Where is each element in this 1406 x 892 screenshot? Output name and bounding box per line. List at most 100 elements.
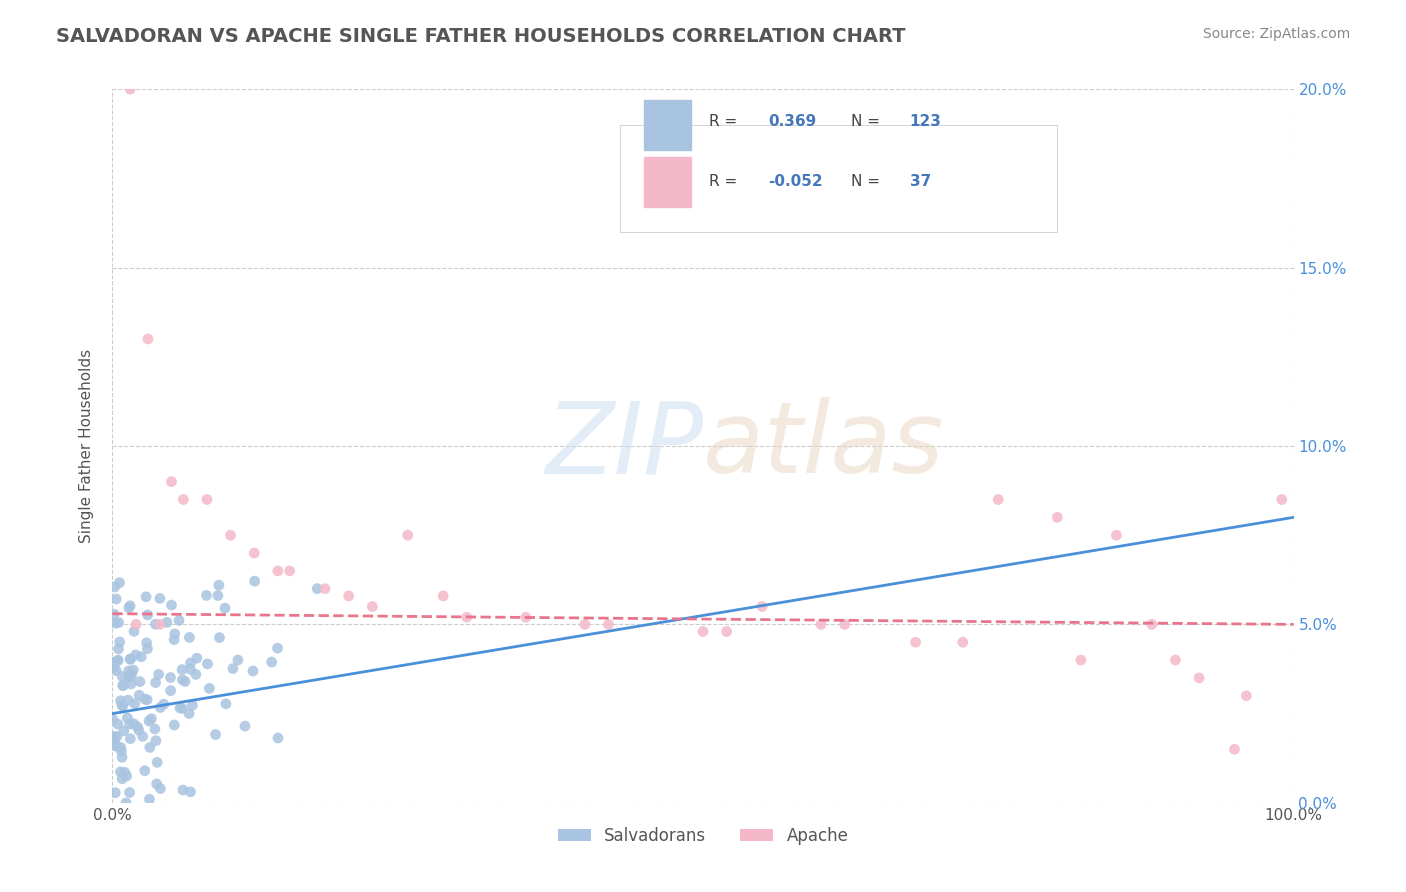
Text: R =: R = <box>709 114 737 128</box>
Point <box>1140 617 1163 632</box>
Point <box>136 607 159 622</box>
Point <box>107 615 129 630</box>
Point <box>1070 653 1092 667</box>
Point <box>197 657 219 671</box>
Point <box>136 332 159 346</box>
Point <box>145 675 167 690</box>
Point <box>104 739 127 753</box>
Point <box>103 655 125 669</box>
Point <box>214 601 236 615</box>
Legend: Salvadorans, Apache: Salvadorans, Apache <box>551 821 855 852</box>
Text: N =: N = <box>851 114 880 128</box>
Point <box>215 697 238 711</box>
Point <box>135 590 157 604</box>
Point <box>177 706 200 721</box>
Bar <box>644 157 692 207</box>
Point <box>107 717 129 731</box>
Point <box>267 731 290 745</box>
Point <box>361 599 384 614</box>
Point <box>172 783 194 797</box>
Point <box>143 722 166 736</box>
Point <box>233 719 256 733</box>
Point <box>222 662 245 676</box>
Point <box>456 610 478 624</box>
Point <box>120 731 142 746</box>
Point <box>226 653 249 667</box>
Point <box>692 624 714 639</box>
Point <box>179 785 201 799</box>
Point <box>145 777 167 791</box>
Text: -0.052: -0.052 <box>768 175 823 189</box>
Point <box>204 727 226 741</box>
Point <box>131 730 153 744</box>
Point <box>110 764 132 779</box>
Point <box>117 693 139 707</box>
Point <box>180 656 202 670</box>
Point <box>242 664 264 678</box>
Point <box>108 575 131 590</box>
Point <box>135 636 157 650</box>
Point <box>127 720 149 734</box>
Point <box>122 663 145 677</box>
Point <box>1188 671 1211 685</box>
Point <box>139 740 162 755</box>
Point <box>120 652 142 666</box>
Point <box>111 678 134 692</box>
Bar <box>644 100 692 150</box>
Point <box>128 688 150 702</box>
Point <box>184 667 207 681</box>
Point <box>112 723 135 738</box>
Point <box>751 599 773 614</box>
Point <box>120 669 142 683</box>
Point <box>159 671 181 685</box>
Point <box>156 615 179 630</box>
Point <box>163 632 186 647</box>
Point <box>104 786 127 800</box>
Point <box>149 591 172 606</box>
Point <box>136 641 159 656</box>
Point <box>122 716 145 731</box>
Point <box>128 723 150 738</box>
Point <box>124 697 146 711</box>
Point <box>117 711 139 725</box>
Point <box>1223 742 1246 756</box>
Point <box>834 617 856 632</box>
Point <box>1046 510 1069 524</box>
Point <box>122 624 145 639</box>
Text: 123: 123 <box>910 114 942 128</box>
Text: Source: ZipAtlas.com: Source: ZipAtlas.com <box>1202 27 1350 41</box>
Point <box>114 765 136 780</box>
Point <box>172 492 194 507</box>
Point <box>138 714 160 728</box>
Point <box>243 546 266 560</box>
Point <box>1164 653 1187 667</box>
Point <box>149 617 172 632</box>
Point <box>115 769 138 783</box>
Point <box>174 674 197 689</box>
Point <box>128 674 150 689</box>
Point <box>129 649 152 664</box>
Point <box>111 669 134 683</box>
Point <box>179 631 201 645</box>
Point <box>396 528 419 542</box>
Point <box>104 580 127 594</box>
Point <box>574 617 596 632</box>
Point <box>260 655 283 669</box>
Point <box>207 589 229 603</box>
Point <box>167 614 190 628</box>
Point <box>314 582 336 596</box>
Text: SALVADORAN VS APACHE SINGLE FATHER HOUSEHOLDS CORRELATION CHART: SALVADORAN VS APACHE SINGLE FATHER HOUSE… <box>56 27 905 45</box>
Point <box>195 492 218 507</box>
Point <box>515 610 537 624</box>
Point <box>266 641 288 656</box>
Point <box>101 712 124 726</box>
Point <box>1271 492 1294 507</box>
Text: N =: N = <box>851 175 880 189</box>
FancyBboxPatch shape <box>620 125 1057 232</box>
Point <box>120 652 142 666</box>
Point <box>125 617 148 632</box>
Point <box>111 772 134 786</box>
Point <box>987 492 1010 507</box>
Point <box>105 592 128 607</box>
Point <box>138 792 160 806</box>
